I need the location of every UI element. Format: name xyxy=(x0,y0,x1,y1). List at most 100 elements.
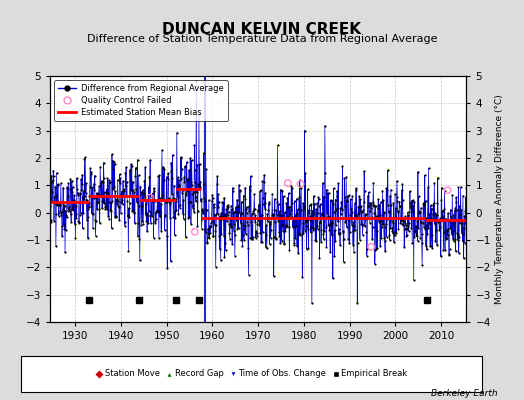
Point xyxy=(318,210,326,216)
Point xyxy=(134,220,143,226)
Point xyxy=(239,222,247,228)
Point xyxy=(438,208,446,214)
Point xyxy=(168,175,177,182)
Point xyxy=(137,191,145,198)
Point xyxy=(442,215,450,222)
Point xyxy=(238,232,247,238)
Point xyxy=(348,193,356,200)
Point xyxy=(422,243,430,249)
Point xyxy=(67,211,75,217)
Point xyxy=(381,248,389,254)
Point xyxy=(100,160,108,166)
Point xyxy=(79,194,87,200)
Point xyxy=(277,214,286,221)
Point xyxy=(359,207,367,214)
Point xyxy=(215,233,223,240)
Point xyxy=(234,202,242,209)
Point xyxy=(117,199,125,206)
Point xyxy=(166,200,174,207)
Text: Berkeley Earth: Berkeley Earth xyxy=(431,389,498,398)
Point xyxy=(224,204,233,211)
Point xyxy=(368,224,377,230)
Point xyxy=(176,182,184,188)
Point xyxy=(457,216,465,223)
Point xyxy=(351,212,359,218)
Point xyxy=(432,212,440,219)
Point xyxy=(275,228,283,235)
Point xyxy=(332,205,341,212)
Point xyxy=(261,244,270,250)
Point xyxy=(122,193,130,200)
Point xyxy=(101,204,110,211)
Point xyxy=(314,194,323,200)
Point xyxy=(76,190,84,197)
Point xyxy=(269,273,278,279)
Point xyxy=(425,220,434,226)
Point xyxy=(91,172,99,179)
Point xyxy=(455,203,464,210)
Point xyxy=(66,186,74,192)
Point xyxy=(445,245,454,252)
Point xyxy=(94,191,102,197)
Point xyxy=(243,218,252,225)
Point xyxy=(289,224,297,230)
Point xyxy=(419,220,427,226)
Point xyxy=(439,208,447,214)
Point xyxy=(372,214,380,220)
Point xyxy=(440,205,449,212)
Point xyxy=(173,189,181,196)
Point xyxy=(281,224,290,230)
Point xyxy=(416,234,424,241)
Point xyxy=(427,202,435,209)
Point xyxy=(225,221,233,228)
Point xyxy=(267,215,276,221)
Point xyxy=(160,177,168,183)
Point xyxy=(92,194,101,201)
Point xyxy=(87,203,95,209)
Point xyxy=(237,198,246,205)
Point xyxy=(221,211,230,217)
Point xyxy=(316,201,325,207)
Point xyxy=(346,196,355,202)
Point xyxy=(203,240,211,246)
Point xyxy=(446,206,455,213)
Point xyxy=(365,203,374,210)
Point xyxy=(154,208,162,214)
Point xyxy=(435,218,443,224)
Point xyxy=(151,209,160,215)
Point xyxy=(319,180,327,186)
Point xyxy=(211,228,220,234)
Point xyxy=(379,197,387,203)
Point xyxy=(309,227,318,234)
Point xyxy=(370,260,379,267)
Point xyxy=(180,179,189,185)
FancyBboxPatch shape xyxy=(21,356,482,392)
Point xyxy=(127,161,135,167)
Point xyxy=(304,226,312,232)
Point xyxy=(186,155,194,162)
Point xyxy=(70,197,78,203)
Point xyxy=(299,220,307,227)
Point xyxy=(424,165,433,171)
Point xyxy=(192,198,200,204)
Point xyxy=(387,218,396,224)
Point xyxy=(321,215,330,222)
Point xyxy=(129,207,137,213)
Point xyxy=(312,206,320,212)
Point xyxy=(113,200,121,207)
Point xyxy=(307,229,315,236)
Point xyxy=(209,232,217,239)
Point xyxy=(414,168,422,175)
Point xyxy=(310,193,318,199)
Point xyxy=(436,215,444,222)
Point xyxy=(188,182,196,188)
Point xyxy=(443,187,452,194)
Point xyxy=(259,178,268,185)
Point xyxy=(255,188,264,195)
Point xyxy=(116,179,124,186)
Point xyxy=(217,214,226,220)
Point xyxy=(427,243,435,249)
Point xyxy=(338,206,346,212)
Point xyxy=(386,192,394,199)
Point xyxy=(232,213,241,220)
